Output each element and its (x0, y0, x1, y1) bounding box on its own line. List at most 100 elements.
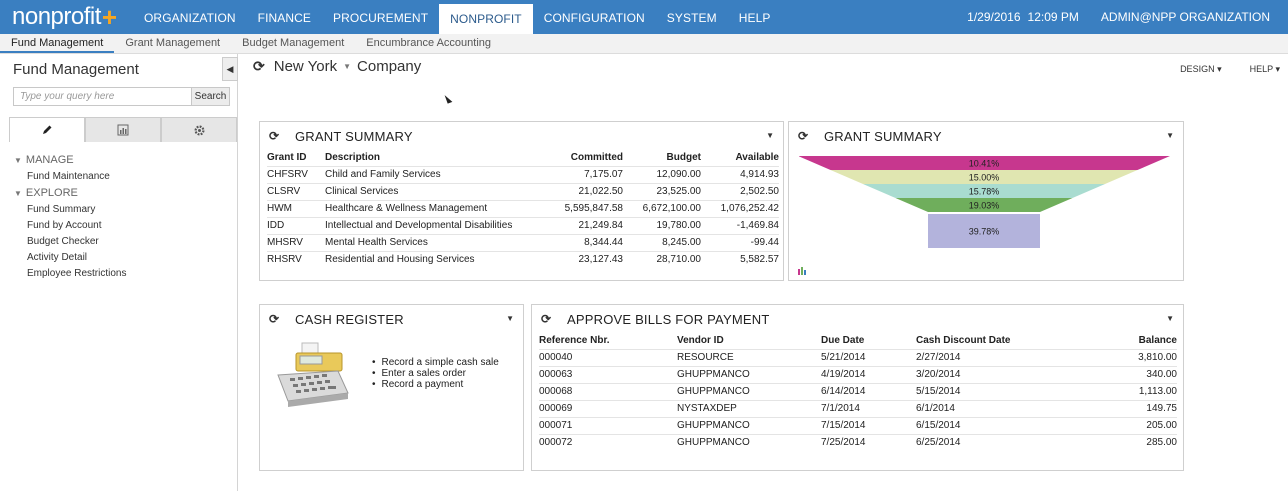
collapse-sidebar-button[interactable]: ◀ (222, 57, 238, 81)
table-cell: 23,525.00 (623, 182, 701, 200)
action-enter-sales-order[interactable]: Enter a sales order (372, 368, 499, 379)
group-explore[interactable]: ▼ EXPLORE (14, 185, 234, 202)
link-fund-by-account[interactable]: Fund by Account (27, 220, 102, 231)
nav-system[interactable]: SYSTEM (666, 11, 717, 25)
table-row[interactable]: CLSRV Clinical Services 21,022.50 23,525.00… (267, 182, 779, 200)
col-available[interactable]: Available (735, 151, 779, 163)
grant-table-body: CHFSRV Child and Family Services 7,175.07 1… (267, 165, 779, 268)
table-cell: 6,672,100.00 (623, 199, 701, 217)
table-cell: 3,810.00 (1076, 348, 1177, 366)
col-budget[interactable]: Budget (666, 151, 701, 163)
col-due-date[interactable]: Due Date (821, 334, 865, 346)
table-cell: 21,022.50 (525, 182, 623, 200)
funnel-segment[interactable] (799, 156, 1170, 170)
widget-menu-icon[interactable]: ▼ (506, 314, 514, 323)
table-cell: 3/20/2014 (916, 365, 1076, 383)
help-menu[interactable]: HELP ▾ (1249, 64, 1280, 74)
app-logo[interactable]: nonprofit + (12, 3, 117, 31)
chevron-down-icon[interactable]: ▼ (343, 62, 352, 71)
current-time[interactable]: 12:09 PM (1027, 10, 1079, 24)
table-row[interactable]: 000068 GHUPPMANCO 6/14/2014 5/15/2014 1,113.… (539, 382, 1177, 400)
subnav-budget-management[interactable]: Budget Management (242, 37, 345, 49)
tab-settings[interactable] (161, 117, 237, 142)
subnav-encumbrance-accounting[interactable]: Encumbrance Accounting (366, 37, 492, 49)
nav-finance[interactable]: FINANCE (257, 11, 312, 25)
search-button[interactable]: Search (191, 88, 229, 105)
nav-help[interactable]: HELP (738, 11, 771, 25)
link-employee-restrictions[interactable]: Employee Restrictions (27, 268, 127, 279)
table-cell: GHUPPMANCO (677, 382, 821, 400)
table-cell: NYSTAXDEP (677, 399, 821, 417)
table-row[interactable]: RHSRV Residential and Housing Services 23,… (267, 250, 779, 268)
group-manage[interactable]: ▼ MANAGE (14, 152, 234, 169)
funnel-segment-label: 15.00% (969, 173, 1000, 183)
table-cell: 5,595,847.58 (525, 199, 623, 217)
action-record-payment[interactable]: Record a payment (372, 379, 499, 390)
table-row[interactable]: 000069 NYSTAXDEP 7/1/2014 6/1/2014 149.75 (539, 399, 1177, 417)
design-menu[interactable]: DESIGN ▾ (1180, 64, 1222, 74)
tab-reports[interactable] (85, 117, 161, 142)
table-row[interactable]: MHSRV Mental Health Services 8,344.44 8,245… (267, 233, 779, 251)
col-grant-id[interactable]: Grant ID (267, 151, 307, 163)
table-row[interactable]: HWM Healthcare & Wellness Management 5,595… (267, 199, 779, 217)
subnav-grant-management[interactable]: Grant Management (125, 37, 221, 49)
chart-type-icon[interactable] (797, 265, 807, 275)
group-label: MANAGE (25, 154, 74, 166)
table-row[interactable]: IDD Intellectual and Developmental Disabi… (267, 216, 779, 234)
refresh-icon[interactable]: ⟳ (269, 312, 280, 326)
nav-configuration[interactable]: CONFIGURATION (543, 11, 645, 25)
widget-menu-icon[interactable]: ▼ (1166, 131, 1174, 140)
funnel-segment[interactable] (863, 184, 1105, 198)
widget-menu-icon[interactable]: ▼ (1166, 314, 1174, 323)
table-row[interactable]: 000072 GHUPPMANCO 7/25/2014 6/25/2014 285.00 (539, 433, 1177, 451)
action-record-cash-sale[interactable]: Record a simple cash sale (372, 357, 499, 368)
location-selector[interactable]: New York (273, 58, 338, 75)
refresh-icon[interactable]: ⟳ (269, 129, 280, 143)
table-cell: 000071 (539, 416, 677, 434)
user-menu[interactable]: ADMIN@NPP ORGANIZATION (1100, 10, 1270, 24)
col-description[interactable]: Description (325, 151, 381, 163)
col-cash-discount-date[interactable]: Cash Discount Date (916, 334, 1011, 346)
table-cell: 2,502.50 (701, 182, 779, 200)
funnel-segment-label: 19.03% (969, 201, 1000, 211)
funnel-segment[interactable] (928, 214, 1040, 248)
table-cell: Clinical Services (325, 182, 525, 200)
table-cell: 000068 (539, 382, 677, 400)
table-cell: 5/15/2014 (916, 382, 1076, 400)
widget-menu-icon[interactable]: ▼ (766, 131, 774, 140)
col-reference-nbr[interactable]: Reference Nbr. (539, 334, 610, 346)
nav-procurement[interactable]: PROCUREMENT (333, 11, 429, 25)
table-row[interactable]: 000071 GHUPPMANCO 7/15/2014 6/15/2014 205.00 (539, 416, 1177, 434)
link-fund-maintenance[interactable]: Fund Maintenance (27, 171, 110, 182)
table-cell: 4/19/2014 (821, 365, 916, 383)
table-row[interactable]: 000040 RESOURCE 5/21/2014 2/27/2014 3,810.00 (539, 348, 1177, 366)
col-committed[interactable]: Committed (570, 151, 623, 163)
table-cell: 2/27/2014 (916, 348, 1076, 366)
table-cell: HWM (267, 199, 325, 217)
tab-edit[interactable] (9, 117, 85, 142)
subnav-fund-management[interactable]: Fund Management (0, 34, 115, 53)
widget-header: ⟳ CASH REGISTER (260, 305, 523, 333)
table-row[interactable]: CHFSRV Child and Family Services 7,175.07 1… (267, 165, 779, 183)
table-cell: 5,582.57 (701, 250, 779, 268)
col-balance[interactable]: Balance (1138, 334, 1177, 346)
design-label: DESIGN (1180, 64, 1215, 74)
nav-organization[interactable]: ORGANIZATION (144, 11, 236, 25)
funnel-segment[interactable] (895, 198, 1073, 212)
nav-nonprofit[interactable]: NONPROFIT (439, 4, 533, 34)
table-row[interactable]: 000063 GHUPPMANCO 4/19/2014 3/20/2014 340.00 (539, 365, 1177, 383)
link-activity-detail[interactable]: Activity Detail (27, 252, 88, 263)
link-budget-checker[interactable]: Budget Checker (27, 236, 99, 247)
top-bar: nonprofit + ORGANIZATION FINANCE PROCURE… (0, 0, 1288, 34)
table-cell: -1,469.84 (701, 216, 779, 234)
refresh-icon[interactable]: ⟳ (253, 58, 265, 74)
current-date[interactable]: 1/29/2016 (967, 10, 1021, 24)
table-cell: GHUPPMANCO (677, 433, 821, 451)
search-input[interactable] (14, 88, 191, 105)
refresh-icon[interactable]: ⟳ (541, 312, 552, 326)
table-cell: 8,245.00 (623, 233, 701, 251)
refresh-icon[interactable]: ⟳ (798, 129, 809, 143)
col-vendor-id[interactable]: Vendor ID (677, 334, 724, 346)
funnel-segment[interactable] (830, 170, 1138, 184)
link-fund-summary[interactable]: Fund Summary (27, 204, 96, 215)
